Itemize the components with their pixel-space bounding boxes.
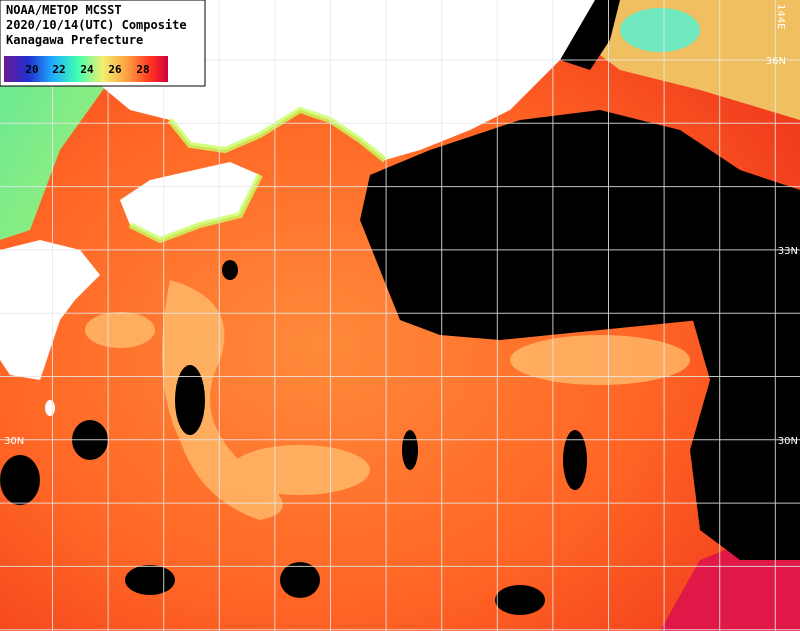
colorbar-label: 28 [136,63,149,76]
lat-label: 30N [778,436,798,447]
lat-label: 30N [4,436,24,447]
legend: NOAA/METOP MCSST 2020/10/14(UTC) Composi… [0,0,206,87]
colorbar-label: 24 [80,63,94,76]
cool-patch [620,8,700,52]
lat-label: 36N [766,56,786,67]
colorbar-label: 26 [108,63,122,76]
colorbar-label: 22 [52,63,65,76]
colorbar [4,56,168,82]
land [0,0,595,416]
lon-label: 144E [775,4,786,29]
colorbar-label: 20 [25,63,38,76]
lat-label: 33N [778,246,798,257]
header-line: NOAA/METOP MCSST [6,3,122,17]
header-line: 2020/10/14(UTC) Composite [6,18,187,32]
lon-label: 136E [330,4,341,29]
coastal-fringe [128,106,387,244]
warm-swirls [85,280,690,520]
clouds [0,0,800,615]
header-line: Kanagawa Prefecture [6,33,143,47]
